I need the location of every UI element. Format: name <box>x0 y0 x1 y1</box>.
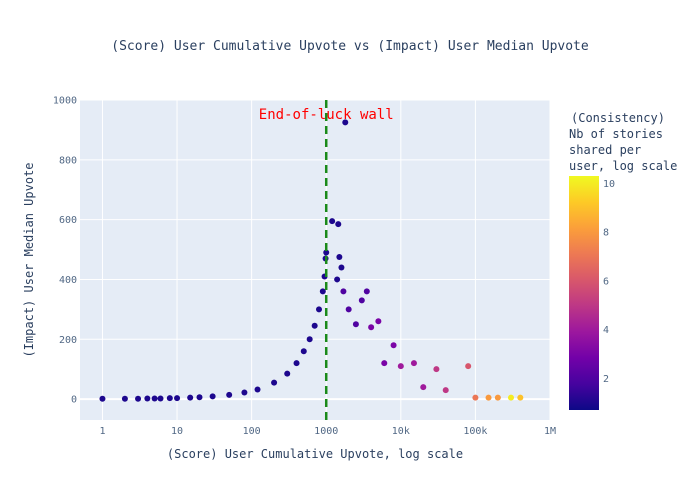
colorbar-tick-label: 10 <box>603 179 615 190</box>
data-point <box>433 366 440 373</box>
data-point <box>442 387 449 394</box>
data-point <box>315 306 322 313</box>
data-point <box>196 394 203 401</box>
colorbar-gradient <box>569 176 599 410</box>
annotation-end-of-luck: End-of-luck wall <box>259 107 394 123</box>
data-point <box>166 395 173 402</box>
y-tick-label: 400 <box>59 275 77 286</box>
data-point <box>335 221 342 228</box>
data-point <box>226 391 233 398</box>
data-point <box>135 395 142 402</box>
colorbar-ticks: 2 4 6 8 10 <box>603 179 615 385</box>
data-point <box>340 288 347 295</box>
data-point <box>329 218 336 225</box>
colorbar-title-line-1: (Consistency) <box>571 111 665 125</box>
plot-area <box>80 100 550 420</box>
data-point <box>375 318 382 325</box>
data-point <box>345 306 352 313</box>
data-point <box>410 360 417 367</box>
data-point <box>494 394 501 401</box>
data-point <box>306 336 313 343</box>
y-tick-label: 200 <box>59 335 77 346</box>
x-tick-label: 100k <box>463 426 487 437</box>
x-tick-label: 1000 <box>314 426 338 437</box>
data-point <box>336 254 343 261</box>
colorbar-tick-label: 4 <box>603 325 609 336</box>
data-point <box>390 342 397 349</box>
colorbar: (Consistency) Nb of stories shared per u… <box>569 111 677 410</box>
data-point <box>151 395 158 402</box>
x-tick-label: 10k <box>392 426 410 437</box>
data-point <box>284 370 291 377</box>
data-point <box>381 360 388 367</box>
data-point <box>241 389 248 396</box>
data-point <box>420 384 427 391</box>
data-point <box>342 119 349 126</box>
data-point <box>465 363 472 370</box>
x-tick-label: 100 <box>243 426 261 437</box>
y-tick-label: 800 <box>59 155 77 166</box>
colorbar-title-line-4: user, log scale <box>569 159 677 173</box>
x-axis-label: (Score) User Cumulative Upvote, log scal… <box>167 447 463 461</box>
data-point <box>517 394 524 401</box>
chart-title: (Score) User Cumulative Upvote vs (Impac… <box>111 39 589 54</box>
data-point <box>485 394 492 401</box>
x-tick-label: 1M <box>544 426 556 437</box>
x-tick-label: 1 <box>99 426 105 437</box>
data-point <box>507 394 514 401</box>
data-point <box>157 395 164 402</box>
x-tick-label: 10 <box>171 426 183 437</box>
data-point <box>271 379 278 386</box>
colorbar-tick-label: 8 <box>603 228 609 239</box>
data-point <box>209 393 216 400</box>
data-point <box>99 395 106 402</box>
colorbar-title-line-3: shared per <box>569 143 641 157</box>
data-point <box>472 394 479 401</box>
data-point <box>363 288 370 295</box>
colorbar-title-line-2: Nb of stories <box>569 127 663 141</box>
data-point <box>323 249 330 256</box>
y-axis-label: (Impact) User Median Upvote <box>22 162 36 357</box>
data-point <box>311 322 318 329</box>
data-point <box>368 324 375 331</box>
data-points <box>99 119 524 402</box>
data-point <box>358 297 365 304</box>
data-point <box>334 276 341 283</box>
y-tick-label: 600 <box>59 215 77 226</box>
data-point <box>187 394 194 401</box>
data-point <box>300 348 307 355</box>
data-point <box>121 395 128 402</box>
y-tick-label: 0 <box>71 395 77 406</box>
data-point <box>144 395 151 402</box>
data-point <box>254 386 261 393</box>
y-tick-label: 1000 <box>53 96 77 107</box>
data-point <box>352 321 359 328</box>
tick-labels: 1 10 100 1000 10k 100k 1M 0 200 400 600 800 1000 <box>53 96 556 438</box>
colorbar-tick-label: 2 <box>603 374 609 385</box>
data-point <box>338 264 345 271</box>
data-point <box>293 360 300 367</box>
colorbar-tick-label: 6 <box>603 276 609 287</box>
data-point <box>397 363 404 370</box>
data-point <box>319 288 326 295</box>
data-point <box>174 395 181 402</box>
